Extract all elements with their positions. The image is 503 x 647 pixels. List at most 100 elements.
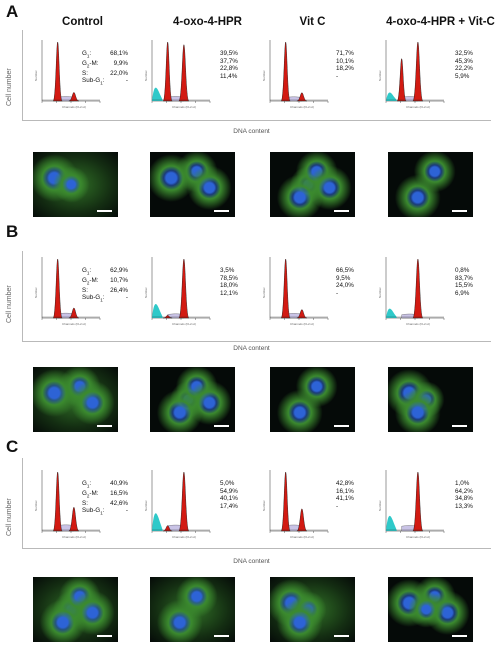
subg1-area xyxy=(152,303,163,318)
mini-x-label: Channels (FL2-H) xyxy=(172,535,196,539)
histogram-plot: Number Channels (FL2-H) xyxy=(262,36,332,111)
g2m-peak xyxy=(68,506,80,532)
cell-cycle-stats: 42,8% 16,1% 41,1% - xyxy=(336,480,354,510)
x-axis-label: DNA content xyxy=(233,345,270,352)
stat-row-s: S: 22,0% xyxy=(82,70,128,78)
mini-y-label: Number xyxy=(378,500,382,511)
mini-y-label: Number xyxy=(34,287,38,298)
mini-x-label: Channels (FL2-H) xyxy=(290,105,314,109)
stat-row-g2m: G2-M: 16,5% xyxy=(82,490,128,500)
column-header-combination: 4-oxo-4-HPR + Vit-C xyxy=(386,16,495,28)
stat-value-s: 22,0% xyxy=(110,69,128,77)
stat-value-g2m: 37,7% xyxy=(220,57,238,65)
stat-value-g1: 68,1% xyxy=(110,50,128,57)
stat-value-subg1: 13,3% xyxy=(455,502,473,510)
x-axis-label: DNA content xyxy=(233,128,270,135)
cell-cycle-stats: 1,0% 64,2% 34,8% 13,3% xyxy=(455,480,473,510)
panel-letter-c: C xyxy=(6,437,19,456)
cell-cycle-stats: G1: 68,1% G2-M: 9,9% S: 22,0% Sub-G1: - xyxy=(82,50,128,87)
histogram-plot: Number Channels (FL2-H) xyxy=(378,253,448,328)
stat-value-g2m: 16,1% xyxy=(336,487,354,495)
subg1-area xyxy=(152,87,163,101)
mini-x-label: Channels (FL2-H) xyxy=(62,105,86,109)
g2m-peak xyxy=(296,92,307,102)
stat-value-g1: 39,5% xyxy=(220,50,238,57)
histogram-plot: Number Channels (FL2-H) xyxy=(378,466,448,541)
stat-value-s: 26,4% xyxy=(110,286,128,294)
subg1-area xyxy=(386,515,397,531)
mini-x-label: Channels (FL2-H) xyxy=(172,105,196,109)
histogram-plot: Number Channels (FL2-H) xyxy=(144,466,214,541)
stat-value-g2m: 9,5% xyxy=(336,274,351,282)
mini-y-label: Number xyxy=(144,287,148,298)
cell-cycle-stats: 0,8% 83,7% 15,5% 6,9% xyxy=(455,267,473,297)
histogram-svg: Number Channels (FL2-H) xyxy=(378,40,445,109)
stat-row-g1: G1: 40,9% xyxy=(82,480,128,490)
y-axis-label: Cell number xyxy=(6,285,13,323)
histogram-svg: Number Channels (FL2-H) xyxy=(378,257,445,326)
cell-cycle-stats: G1: 40,9% G2-M: 16,5% S: 42,6% Sub-G1: - xyxy=(82,480,128,517)
stat-row-subg1: Sub-G1: - xyxy=(82,294,128,304)
stat-row-s: S: 26,4% xyxy=(82,287,128,295)
panel-letter-a: A xyxy=(6,2,19,21)
scale-bar xyxy=(452,210,467,212)
g2m-peak xyxy=(68,307,79,319)
panel-letter-b: B xyxy=(6,222,19,241)
histogram-svg: Number Channels (FL2-H) xyxy=(34,40,101,109)
stat-value-s: 22,2% xyxy=(455,65,473,73)
y-axis-label: Cell number xyxy=(6,68,13,106)
microscopy-image xyxy=(388,367,473,432)
histogram-axes xyxy=(269,40,328,102)
stat-value-subg1: - xyxy=(125,77,128,85)
scale-bar xyxy=(97,210,112,212)
stat-value-subg1: - xyxy=(125,294,128,302)
g1-peak xyxy=(162,41,173,102)
cell-cycle-stats: G1: 62,9% G2-M: 10,7% S: 26,4% Sub-G1: - xyxy=(82,267,128,304)
g1-peak xyxy=(163,525,173,532)
stat-label-subg1: Sub-G1: xyxy=(82,507,105,516)
histogram-plot: Number Channels (FL2-H) xyxy=(34,253,104,328)
stat-value-g2m: 9,9% xyxy=(113,59,128,67)
stat-value-g1: 42,8% xyxy=(336,480,354,487)
histogram-svg: Number Channels (FL2-H) xyxy=(34,257,101,326)
scale-bar xyxy=(334,635,349,637)
histogram-row-frame xyxy=(22,251,491,342)
stat-value-g1: 1,0% xyxy=(455,480,470,487)
histogram-axes xyxy=(269,470,328,532)
microscopy-image xyxy=(388,577,473,642)
g1-peak xyxy=(280,258,291,319)
mini-x-label: Channels (FL2-H) xyxy=(406,535,430,539)
g1-peak xyxy=(52,471,63,532)
microscopy-image xyxy=(150,152,235,217)
stat-value-subg1: - xyxy=(336,502,339,510)
stat-label-g1: G1: xyxy=(82,50,92,59)
microscopy-image xyxy=(270,577,355,642)
stat-value-s: 34,8% xyxy=(455,495,473,503)
g2m-peak xyxy=(412,471,424,532)
stat-value-g2m: 16,5% xyxy=(110,489,128,497)
histogram-plot: Number Channels (FL2-H) xyxy=(378,36,448,111)
stat-row-subg1: Sub-G1: - xyxy=(82,507,128,517)
microscopy-image xyxy=(270,367,355,432)
histogram-svg: Number Channels (FL2-H) xyxy=(262,257,329,326)
stat-value-g2m: 64,2% xyxy=(455,487,473,495)
mini-x-label: Channels (FL2-H) xyxy=(172,322,196,326)
stat-value-s: 41,1% xyxy=(336,495,354,503)
stat-value-subg1: - xyxy=(125,507,128,515)
stat-value-g1: 32,5% xyxy=(455,50,473,57)
stat-value-g2m: 10,1% xyxy=(336,57,354,65)
subg1-area xyxy=(386,92,397,101)
histogram-svg: Number Channels (FL2-H) xyxy=(262,40,329,109)
mini-y-label: Number xyxy=(144,70,148,81)
g2m-peak xyxy=(178,258,190,319)
stat-value-s: 42,6% xyxy=(110,499,128,507)
mini-x-label: Channels (FL2-H) xyxy=(290,322,314,326)
histogram-svg: Number Channels (FL2-H) xyxy=(144,257,211,326)
scale-bar xyxy=(214,425,229,427)
microscopy-image xyxy=(33,577,118,642)
stat-label-g2m: G2-M: xyxy=(82,489,99,499)
stat-value-subg1: 12,1% xyxy=(220,289,238,297)
stat-value-g1: 62,9% xyxy=(110,267,128,274)
stat-value-subg1: - xyxy=(336,289,339,297)
stat-value-g2m: 54,9% xyxy=(220,487,238,495)
